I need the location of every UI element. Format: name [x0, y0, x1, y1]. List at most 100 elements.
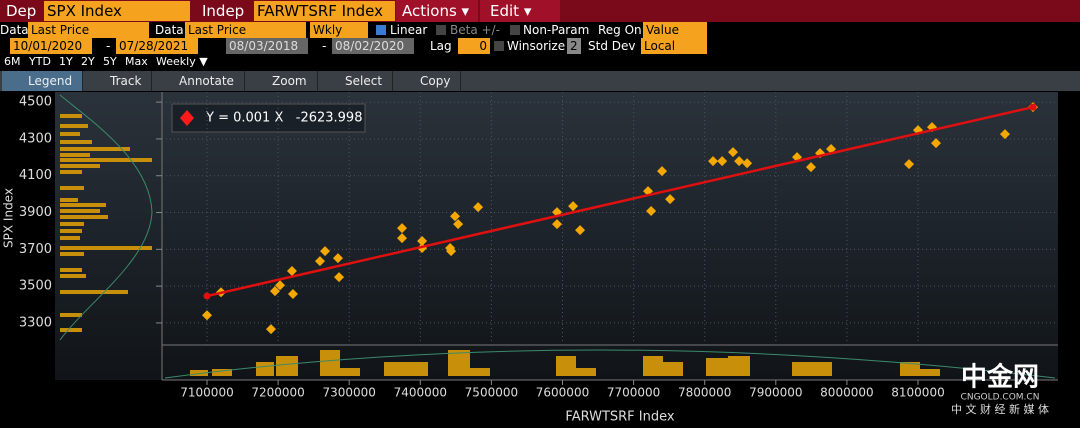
period-button[interactable]: 5Y: [103, 55, 117, 68]
data-point: [999, 129, 1010, 140]
regon-dropdown[interactable]: Value: [643, 22, 707, 38]
x-tick-label: 7500000: [465, 386, 518, 400]
winsorize-field[interactable]: 2: [567, 38, 581, 54]
edit-menu[interactable]: Edit ▾: [480, 0, 560, 22]
checkbox[interactable]: [376, 25, 386, 35]
data-point: [202, 310, 213, 321]
period-bar: 6M YTD 1Y 2Y 5Y Max Weekly ▼: [0, 54, 1080, 70]
x-axis-title: FARWTSRF Index: [565, 410, 674, 425]
period-button[interactable]: 1Y: [59, 55, 73, 68]
data-point: [453, 219, 464, 230]
data-point: [417, 243, 428, 254]
data-point: [904, 159, 915, 170]
data-point: [332, 253, 343, 264]
x-density-curve: [164, 349, 1056, 379]
data-point: [450, 211, 461, 222]
checkbox[interactable]: [494, 41, 504, 51]
lag-field[interactable]: 0: [458, 38, 490, 54]
date-field[interactable]: 07/28/2021: [116, 38, 198, 54]
data-point: [1027, 102, 1038, 113]
tool-bar: Legend Track Annotate Zoom Select Copy: [0, 71, 1080, 91]
regon-label: Reg On: [598, 23, 642, 37]
data-point: [657, 166, 668, 177]
data-point: [575, 225, 586, 236]
y-tick-label: 3900: [19, 205, 52, 220]
data-point: [417, 236, 428, 247]
watermark-url: CNGOLD.COM.CN: [961, 393, 1040, 403]
period-button[interactable]: 6M: [4, 55, 21, 68]
date-field[interactable]: 08/03/2018: [226, 38, 308, 54]
checkbox[interactable]: [436, 25, 446, 35]
plot-background: [55, 92, 1058, 380]
data-point: [913, 125, 924, 136]
data-label: Data: [0, 23, 29, 37]
data-point: [708, 156, 719, 167]
data-point: [287, 289, 298, 300]
data-point: [930, 138, 941, 149]
regression-line: [206, 105, 1034, 298]
linear-option: Linear: [390, 23, 428, 37]
data-field[interactable]: Last Price: [185, 22, 306, 38]
legend-marker: [180, 110, 194, 126]
x-tick-label: 7400000: [394, 386, 447, 400]
dash: -: [106, 39, 111, 53]
data-point: [646, 206, 657, 217]
tool-button[interactable]: Track: [84, 71, 153, 91]
regression-equation: Y = 0.001 X -2623.998: [205, 111, 362, 126]
data-point: [473, 202, 484, 213]
data-point: [791, 152, 802, 163]
y-tick-label: 3700: [19, 242, 52, 257]
nonparam-option: Non-Param: [523, 23, 590, 37]
data-point: [927, 122, 938, 133]
date-field[interactable]: 10/01/2020: [10, 38, 92, 54]
data-field[interactable]: Last Price: [28, 22, 149, 38]
legend-box: [171, 103, 366, 133]
data-point: [334, 272, 345, 283]
tool-button[interactable]: Select: [319, 71, 394, 91]
data-point: [314, 256, 325, 267]
data-point: [826, 144, 837, 155]
stddev-dropdown[interactable]: Local: [641, 38, 707, 54]
y-histogram: [60, 114, 152, 332]
data-point: [269, 286, 280, 297]
y-tick-label: 3300: [19, 315, 52, 330]
period-button[interactable]: Weekly ▼: [156, 55, 208, 68]
data-label: Data: [155, 23, 184, 37]
data-point: [665, 194, 676, 205]
data-point: [265, 324, 276, 335]
tool-button[interactable]: Copy: [394, 71, 462, 91]
dep-field[interactable]: SPX Index: [44, 1, 190, 21]
tool-button[interactable]: Annotate: [153, 71, 245, 91]
period-button[interactable]: 2Y: [81, 55, 95, 68]
data-point: [552, 207, 563, 218]
data-point: [728, 147, 739, 158]
indep-field[interactable]: FARWTSRF Index: [254, 1, 395, 21]
data-point: [568, 201, 579, 212]
data-point: [643, 186, 654, 197]
x-tick-label: 7700000: [607, 386, 660, 400]
x-tick-label: 7200000: [251, 386, 304, 400]
data-point: [275, 280, 286, 291]
period-button[interactable]: YTD: [29, 55, 51, 68]
x-tick-label: 7900000: [749, 386, 802, 400]
tool-button[interactable]: Zoom: [246, 71, 318, 91]
data-point: [552, 219, 563, 230]
tool-button[interactable]: Legend: [2, 71, 84, 91]
data-point: [815, 148, 826, 159]
freq-dropdown[interactable]: Wkly: [310, 22, 368, 38]
dep-label: Dep: [6, 2, 37, 20]
x-tick-label: 8000000: [820, 386, 873, 400]
date-field[interactable]: 08/02/2020: [332, 38, 414, 54]
data-point: [446, 246, 457, 257]
y-tick-label: 4300: [19, 131, 52, 146]
lag-label: Lag: [430, 39, 452, 53]
checkbox[interactable]: [510, 25, 520, 35]
dash: -: [322, 39, 327, 53]
data-point: [805, 162, 816, 173]
actions-menu[interactable]: Actions ▾: [396, 0, 478, 22]
background: [0, 92, 1080, 428]
y-tick-label: 4500: [19, 95, 52, 110]
period-button[interactable]: Max: [125, 55, 148, 68]
y-axis-title: SPX Index: [2, 188, 16, 248]
